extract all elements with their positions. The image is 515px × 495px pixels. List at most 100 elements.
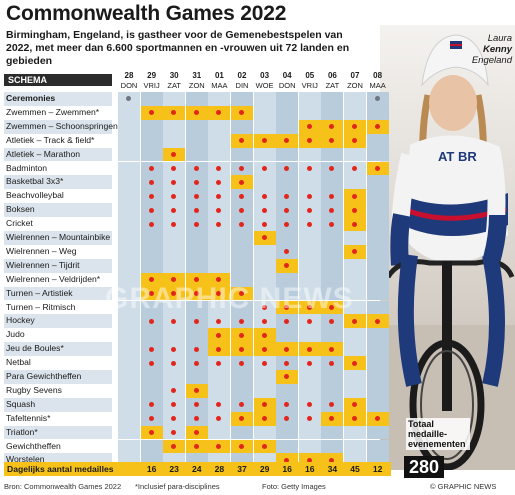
event-dot — [306, 318, 312, 324]
event-dot — [148, 402, 154, 408]
daily-medals-row: Dagelijks aantal medailles 16 23 24 28 37 29 1… — [4, 462, 391, 476]
event-dot — [374, 165, 380, 171]
event-dot — [216, 291, 222, 297]
sport-label: Wielrennen – Mountainbike — [6, 232, 111, 242]
schedule-cell — [276, 397, 299, 412]
day-weekday: ZAT — [325, 81, 340, 90]
schedule-cell — [140, 383, 163, 398]
day-header: 31 ZON — [186, 71, 208, 91]
event-dot — [306, 402, 312, 408]
table-row: Atletiek – Track & field* — [4, 133, 391, 148]
schedule-cell — [344, 300, 366, 315]
day-weekday: DON — [120, 81, 138, 90]
schedule-cell — [276, 189, 299, 204]
schedule-cell — [276, 175, 299, 190]
schedule-cell — [118, 189, 140, 204]
event-dot — [329, 360, 335, 366]
schedule-cell — [253, 92, 276, 106]
schedule-cell — [321, 175, 344, 190]
event-dot — [148, 416, 154, 422]
schedule-cell — [344, 397, 366, 412]
schedule-cell — [185, 189, 208, 204]
schedule-cell — [118, 370, 140, 384]
schedule-cell — [298, 105, 321, 120]
schedule-cell — [344, 328, 366, 343]
day-number: 28 — [124, 71, 134, 80]
event-dot — [193, 179, 199, 185]
event-dot — [193, 221, 199, 227]
event-dot — [193, 291, 199, 297]
table-row: Atletiek – Marathon — [4, 147, 391, 162]
table-row: Squash — [4, 397, 391, 412]
event-dot — [239, 221, 244, 227]
schedule-cell — [366, 231, 389, 245]
schedule-cell — [185, 286, 208, 301]
schedule-cell — [253, 203, 276, 218]
schedule-cell — [208, 411, 231, 426]
event-dot — [239, 332, 244, 338]
schedule-cell — [140, 92, 163, 106]
schedule-cell — [298, 425, 321, 440]
page-title: Commonwealth Games 2022 — [6, 2, 287, 25]
cyclist-illustration: AT BR — [380, 25, 515, 470]
schedule-cell — [298, 272, 321, 287]
schedule-cell — [208, 203, 231, 218]
event-dot — [306, 304, 312, 310]
schedule-cell — [208, 383, 231, 398]
daily-medal-count: 23 — [169, 464, 179, 474]
footer-source: Bron: Commonwealth Games 2022 — [4, 482, 122, 491]
event-dot — [216, 318, 222, 324]
schedule-cell — [253, 147, 276, 162]
schedule-cell — [163, 244, 186, 259]
schedule-cell — [231, 425, 253, 440]
schedule-cell — [344, 356, 366, 370]
schedule-cell — [366, 342, 389, 357]
sport-label: Zwemmen – Schoonspringen — [6, 120, 118, 131]
schedule-cell — [208, 231, 231, 245]
event-dot — [216, 179, 222, 185]
event-dot — [193, 402, 199, 408]
sport-label: Wielrennen – Veldrijden* — [6, 273, 101, 284]
schedule-cell — [366, 147, 389, 162]
schedule-cell — [276, 370, 299, 384]
schedule-cell — [231, 314, 253, 329]
event-dot — [148, 179, 154, 185]
table-row: Zwemmen – Schoonspringen — [4, 119, 391, 134]
schedule-cell — [321, 383, 344, 398]
event-dot — [171, 152, 177, 158]
event-dot — [148, 110, 154, 116]
sport-label: Hockey — [6, 315, 35, 326]
schedule-cell — [298, 175, 321, 190]
schedule-cell — [231, 370, 253, 384]
schedule-cell — [298, 203, 321, 218]
schedule-cell — [366, 92, 389, 106]
event-dot — [193, 193, 199, 199]
schedule-cell — [344, 258, 366, 273]
event-dot — [352, 138, 357, 144]
schedule-cell — [321, 356, 344, 370]
schedule-cell — [298, 189, 321, 204]
schedule-cell — [253, 272, 276, 287]
sport-label: Beachvolleybal — [6, 190, 64, 201]
schedule-cell — [298, 92, 321, 106]
event-dot — [171, 318, 177, 324]
schedule-cell — [344, 370, 366, 384]
schedule-cell — [163, 439, 186, 454]
event-dot — [284, 193, 290, 199]
event-dot — [239, 138, 244, 144]
schedule-cell — [185, 203, 208, 218]
schedule-cell — [298, 244, 321, 259]
day-weekday: VRIJ — [143, 81, 160, 90]
schedule-cell — [276, 161, 299, 176]
schedule-cell — [253, 286, 276, 301]
event-dot — [352, 165, 357, 171]
event-dot — [284, 318, 290, 324]
day-header: 07 ZON — [344, 71, 366, 91]
athlete-photo: AT BR — [380, 25, 515, 470]
schedule-cell — [321, 370, 344, 384]
schedule-cell — [208, 314, 231, 329]
schedule-cell — [276, 383, 299, 398]
schedule-cell — [163, 342, 186, 357]
event-dot — [193, 110, 199, 116]
schedule-cell — [253, 231, 276, 245]
